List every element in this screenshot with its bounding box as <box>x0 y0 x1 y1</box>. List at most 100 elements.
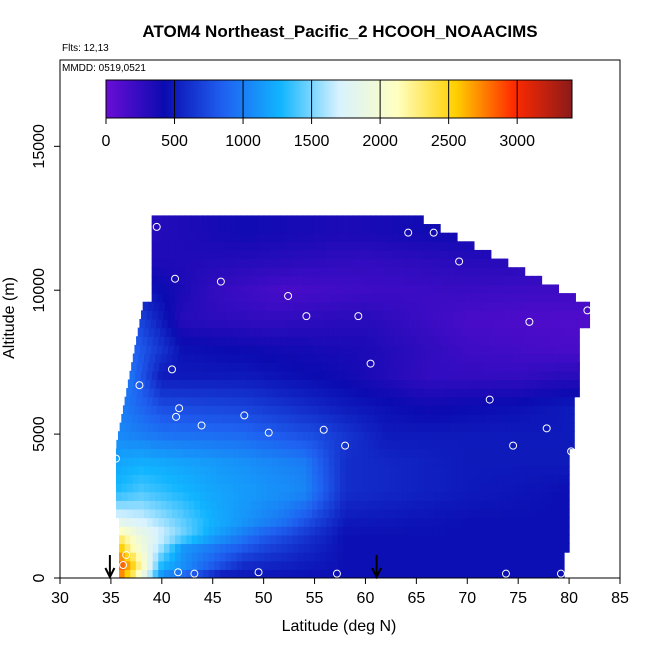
heatmap-cell <box>373 508 380 519</box>
heatmap-cell <box>214 552 221 562</box>
heatmap-cell <box>235 431 242 441</box>
heatmap-cell <box>200 379 207 389</box>
heatmap-cell <box>567 336 574 346</box>
heatmap-cell <box>350 388 357 398</box>
heatmap-cell <box>207 344 214 355</box>
heatmap-cell <box>544 526 551 536</box>
heatmap-cell <box>326 552 333 562</box>
heatmap-cell <box>474 448 481 458</box>
heatmap-cell <box>513 457 520 467</box>
heatmap-cell <box>373 353 380 363</box>
heatmap-cell <box>407 500 414 510</box>
heatmap-cell <box>362 465 369 475</box>
heatmap-cell <box>295 448 302 458</box>
heatmap-cell <box>116 474 123 484</box>
heatmap-cell <box>151 258 158 268</box>
heatmap-cell <box>565 344 572 355</box>
heatmap-cell <box>143 327 150 337</box>
heatmap-cell <box>549 310 557 320</box>
heatmap-cell <box>242 569 249 578</box>
heatmap-cell <box>264 336 272 346</box>
heatmap-cell <box>487 284 494 294</box>
heatmap-cell <box>346 379 353 389</box>
heatmap-cell <box>483 336 490 346</box>
heatmap-cell <box>202 232 209 242</box>
heatmap-cell <box>200 448 207 458</box>
heatmap-cell <box>547 448 554 458</box>
heatmap-cell <box>522 552 529 562</box>
heatmap-cell <box>446 457 453 467</box>
heatmap-cell <box>314 224 321 234</box>
heatmap-cell <box>167 379 174 389</box>
heatmap-cell <box>459 275 466 286</box>
heatmap-cell <box>323 353 330 363</box>
heatmap-cell <box>179 258 186 268</box>
heatmap-cell <box>219 552 227 562</box>
heatmap-cell <box>362 508 369 519</box>
heatmap-cell <box>235 344 242 355</box>
heatmap-cell <box>256 439 263 450</box>
heatmap-cell <box>174 215 181 225</box>
heatmap-cell <box>186 543 193 553</box>
heatmap-cell <box>275 560 283 570</box>
heatmap-cell <box>346 405 354 415</box>
heatmap-cell <box>529 327 536 337</box>
heatmap-cell <box>476 293 483 303</box>
heatmap-cell <box>539 422 546 432</box>
heatmap-cell <box>267 353 274 363</box>
heatmap-cell <box>356 465 363 475</box>
heatmap-cell <box>280 241 287 251</box>
flight-markers <box>104 555 383 580</box>
heatmap-cell <box>219 526 227 536</box>
heatmap-cell <box>485 439 493 450</box>
heatmap-cell <box>278 448 285 458</box>
heatmap-cell <box>319 284 326 294</box>
heatmap-cell <box>173 431 181 441</box>
heatmap-cell <box>410 552 417 562</box>
heatmap-cell <box>522 396 529 406</box>
heatmap-cell <box>211 508 218 519</box>
heatmap-cell <box>452 319 460 329</box>
heatmap-cell <box>200 319 208 329</box>
heatmap-cell <box>183 483 190 493</box>
heatmap-cell <box>259 552 266 562</box>
heatmap-cell <box>431 344 438 355</box>
heatmap-cell <box>410 534 417 545</box>
heatmap-cell <box>568 301 575 311</box>
heatmap-cell <box>252 224 259 234</box>
heatmap-cell <box>196 431 203 441</box>
heatmap-cell <box>331 517 339 527</box>
heatmap-cell <box>427 543 434 553</box>
heatmap-cell <box>232 301 239 311</box>
heatmap-cell <box>494 517 501 527</box>
heatmap-cell <box>188 491 195 501</box>
heatmap-cell <box>280 275 287 286</box>
heatmap-cell <box>434 327 441 337</box>
heatmap-cell <box>427 569 434 578</box>
heatmap-cell <box>398 267 405 277</box>
heatmap-cell <box>536 448 543 458</box>
heatmap-cell <box>345 439 353 450</box>
heatmap-cell <box>137 327 144 337</box>
heatmap-cell <box>307 379 314 389</box>
heatmap-cell <box>427 336 434 346</box>
heatmap-cell <box>477 560 484 570</box>
heatmap-cell <box>539 517 546 527</box>
heatmap-cell <box>469 319 476 329</box>
heatmap-cell <box>165 327 172 337</box>
heatmap-cell <box>363 405 370 415</box>
heatmap-cell <box>326 422 334 432</box>
heatmap-cell <box>258 284 265 294</box>
heatmap-cell <box>369 344 376 355</box>
heatmap-cell <box>233 483 240 493</box>
heatmap-cell <box>354 336 361 346</box>
heatmap-cell <box>378 388 385 398</box>
heatmap-cell <box>549 370 556 381</box>
heatmap-cell <box>306 465 313 475</box>
heatmap-cell <box>374 379 381 389</box>
heatmap-cell <box>381 215 388 225</box>
heatmap-cell <box>241 215 248 225</box>
heatmap-cell <box>218 267 226 277</box>
heatmap-cell <box>214 517 221 527</box>
heatmap-cell <box>317 413 324 424</box>
